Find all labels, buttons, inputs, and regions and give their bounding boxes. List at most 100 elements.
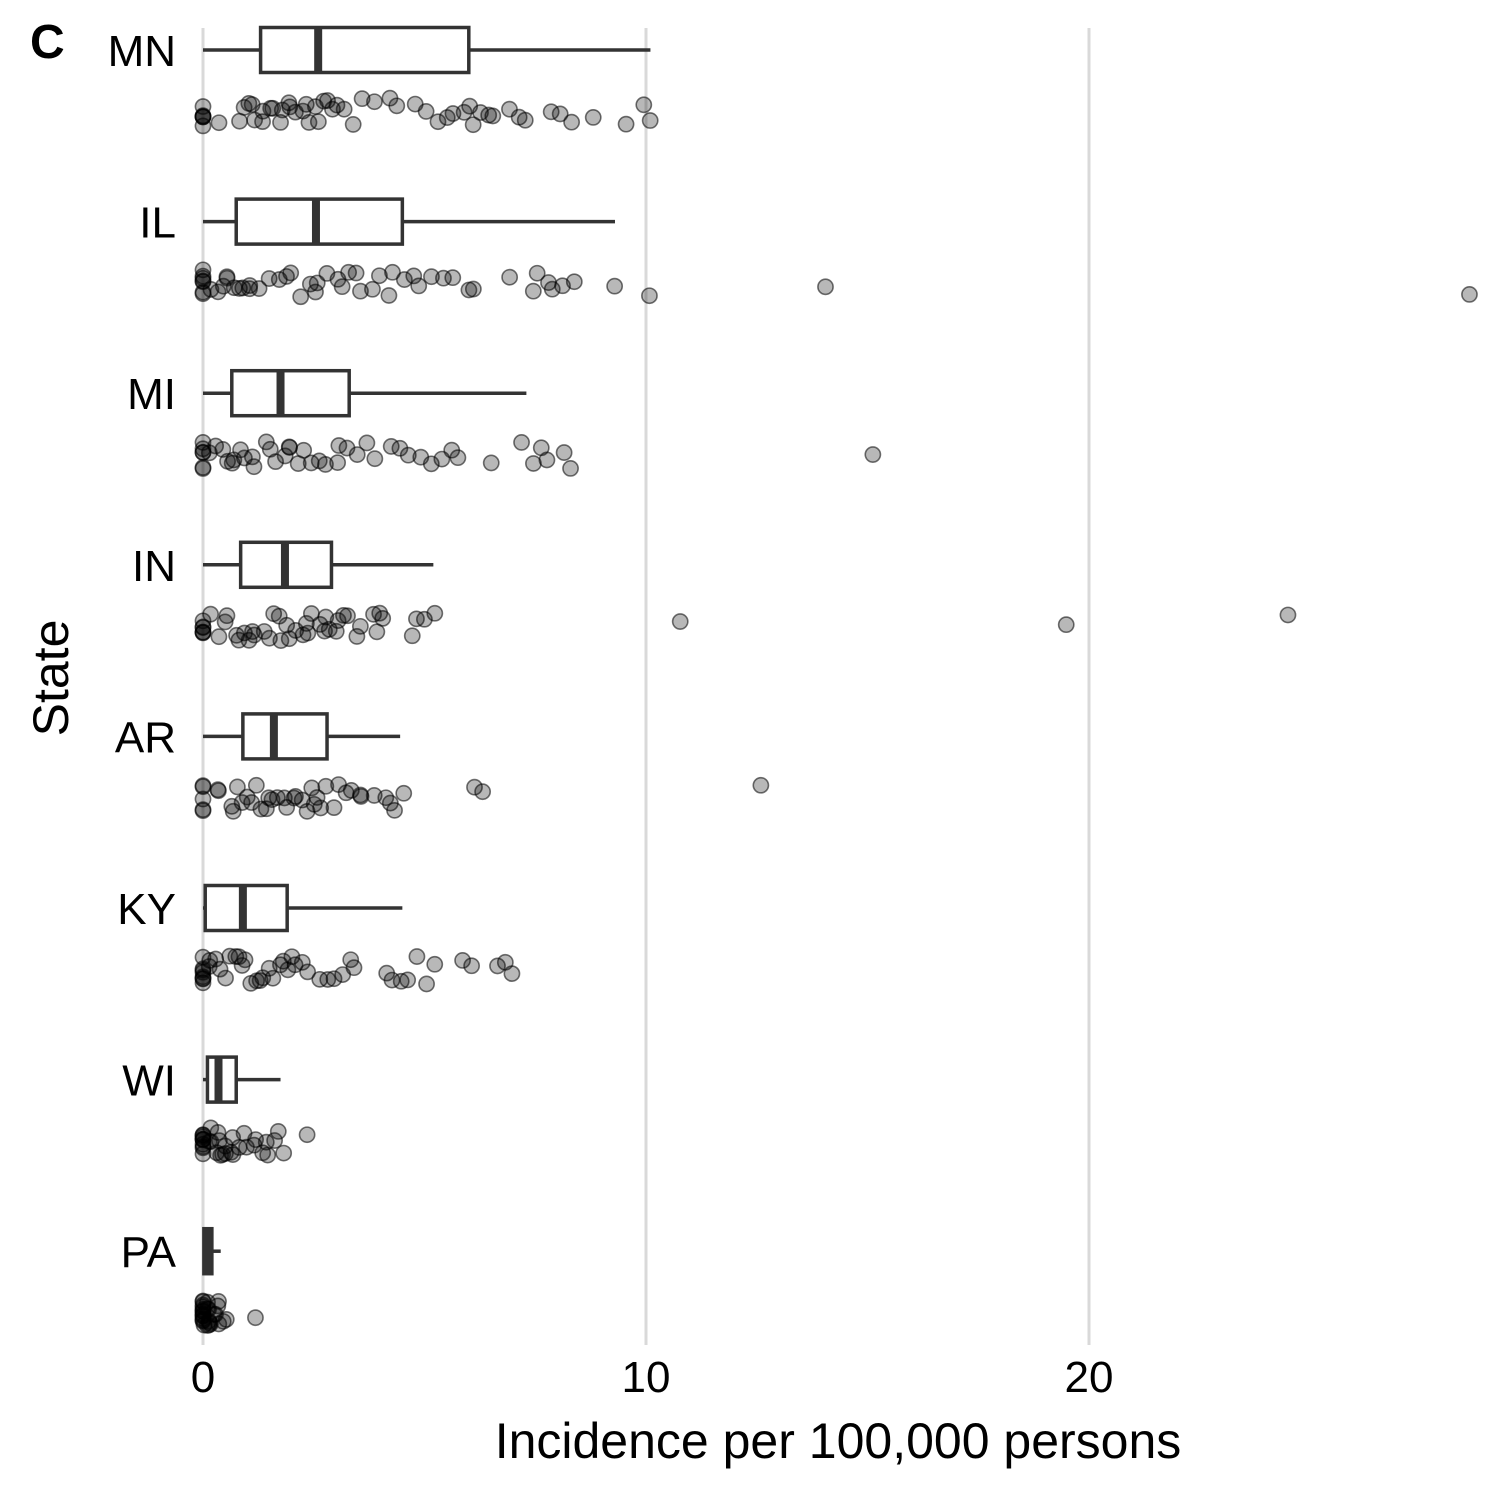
data-point-IN-36 xyxy=(348,628,366,645)
data-point-MN-33 xyxy=(366,93,383,111)
data-point-IL-35 xyxy=(384,263,401,281)
data-point-IN-47 xyxy=(1057,616,1075,634)
data-point-IL-30 xyxy=(347,264,365,282)
data-point-AR-27 xyxy=(308,789,326,806)
data-point-IN-45 xyxy=(426,604,444,622)
y-tick-label-WI: WI xyxy=(122,1057,176,1106)
data-point-IL-52 xyxy=(641,287,658,305)
data-point-WI-33 xyxy=(275,1144,293,1162)
data-point-IL-28 xyxy=(333,278,351,296)
box-MI xyxy=(230,368,351,418)
data-point-MI-30 xyxy=(348,446,366,463)
data-point-IL-32 xyxy=(364,280,381,298)
data-point-AR-3 xyxy=(194,790,212,808)
data-point-AR-43 xyxy=(752,776,770,794)
data-point-MI-48 xyxy=(864,446,882,463)
data-point-IL-44 xyxy=(501,268,519,286)
y-tick-label-KY: KY xyxy=(117,885,176,934)
data-point-IL-41 xyxy=(444,269,462,287)
data-point-MN-32 xyxy=(353,90,371,108)
data-point-IL-17 xyxy=(250,280,268,297)
data-point-IL-22 xyxy=(292,288,310,306)
data-point-IL-45 xyxy=(524,282,542,300)
data-point-AR-41 xyxy=(466,778,483,796)
data-point-MN-56 xyxy=(641,112,659,129)
data-point-IL-39 xyxy=(423,268,440,286)
data-point-MN-31 xyxy=(344,116,362,133)
data-point-MI-35 xyxy=(399,446,417,464)
data-point-IN-9 xyxy=(218,607,236,625)
data-point-KY-46 xyxy=(489,957,506,975)
data-point-AR-35 xyxy=(352,788,370,805)
data-point-IN-30 xyxy=(317,608,335,626)
data-point-IL-6 xyxy=(194,261,212,279)
data-point-MN-35 xyxy=(388,97,406,115)
data-point-MI-46 xyxy=(555,444,573,461)
box-MN xyxy=(258,25,471,75)
x-tick-label-10: 10 xyxy=(622,1353,671,1402)
data-point-IN-26 xyxy=(299,624,317,642)
y-tick-label-PA: PA xyxy=(121,1228,177,1277)
data-point-MN-43 xyxy=(464,116,482,134)
data-point-KY-17 xyxy=(236,951,254,969)
data-point-KY-45 xyxy=(463,957,481,975)
data-point-AR-9 xyxy=(228,778,246,796)
data-point-IL-53 xyxy=(817,278,834,296)
data-point-IN-21 xyxy=(278,616,296,634)
data-point-KY-29 xyxy=(293,953,311,971)
data-point-IL-16 xyxy=(241,277,259,294)
y-tick-label-IL: IL xyxy=(139,199,176,248)
data-point-AR-29 xyxy=(317,777,335,795)
data-point-MI-26 xyxy=(317,456,334,473)
data-point-AR-39 xyxy=(386,801,403,819)
data-point-MN-27 xyxy=(319,92,336,109)
data-point-MN-51 xyxy=(551,105,569,123)
data-point-IN-37 xyxy=(351,617,369,635)
data-point-IL-34 xyxy=(380,287,398,304)
data-point-IL-50 xyxy=(565,273,583,291)
data-point-AR-4 xyxy=(194,802,212,820)
data-point-IL-33 xyxy=(371,267,388,285)
data-point-MN-49 xyxy=(516,111,534,129)
data-point-KY-23 xyxy=(264,969,282,987)
data-point-KY-41 xyxy=(408,948,426,965)
data-point-AR-40 xyxy=(395,784,413,802)
data-point-MN-54 xyxy=(617,115,635,133)
data-point-IN-2 xyxy=(194,618,212,636)
data-point-KY-36 xyxy=(345,959,363,977)
data-point-KY-48 xyxy=(503,965,521,983)
data-point-PA-26 xyxy=(210,1292,227,1310)
panel-label: C xyxy=(30,16,65,69)
data-point-WI-34 xyxy=(298,1126,316,1144)
data-point-MI-45 xyxy=(538,451,556,469)
jitter-points xyxy=(194,89,1478,1334)
data-point-IL-46 xyxy=(528,264,546,282)
data-point-IN-35 xyxy=(339,607,356,625)
data-point-MI-19 xyxy=(276,447,294,465)
data-point-AR-30 xyxy=(325,799,343,817)
data-point-MI-21 xyxy=(281,439,298,456)
data-point-AR-12 xyxy=(243,794,260,811)
data-point-MN-37 xyxy=(417,103,435,120)
data-point-IN-41 xyxy=(374,609,392,627)
data-point-KY-44 xyxy=(454,952,471,969)
data-point-AR-13 xyxy=(247,776,265,794)
data-point-KY-42 xyxy=(418,975,435,993)
boxplots xyxy=(202,25,651,1276)
data-point-WI-32 xyxy=(269,1123,287,1140)
data-point-IL-21 xyxy=(282,264,300,282)
data-point-IL-43 xyxy=(464,280,482,298)
data-point-IN-48 xyxy=(1279,606,1297,624)
data-point-MI-23 xyxy=(295,441,313,459)
data-point-MN-55 xyxy=(635,96,653,114)
data-point-MN-30 xyxy=(335,100,353,118)
data-point-MI-27 xyxy=(329,454,347,472)
data-point-MN-38 xyxy=(429,113,447,131)
data-point-IN-6 xyxy=(202,605,219,623)
x-axis-title: Incidence per 100,000 persons xyxy=(495,1413,1182,1469)
y-tick-label-MN: MN xyxy=(108,27,176,76)
x-tick-label-0: 0 xyxy=(191,1353,215,1402)
data-point-MN-6 xyxy=(210,114,228,132)
data-point-IN-8 xyxy=(216,613,234,631)
data-point-MI-41 xyxy=(482,454,500,472)
